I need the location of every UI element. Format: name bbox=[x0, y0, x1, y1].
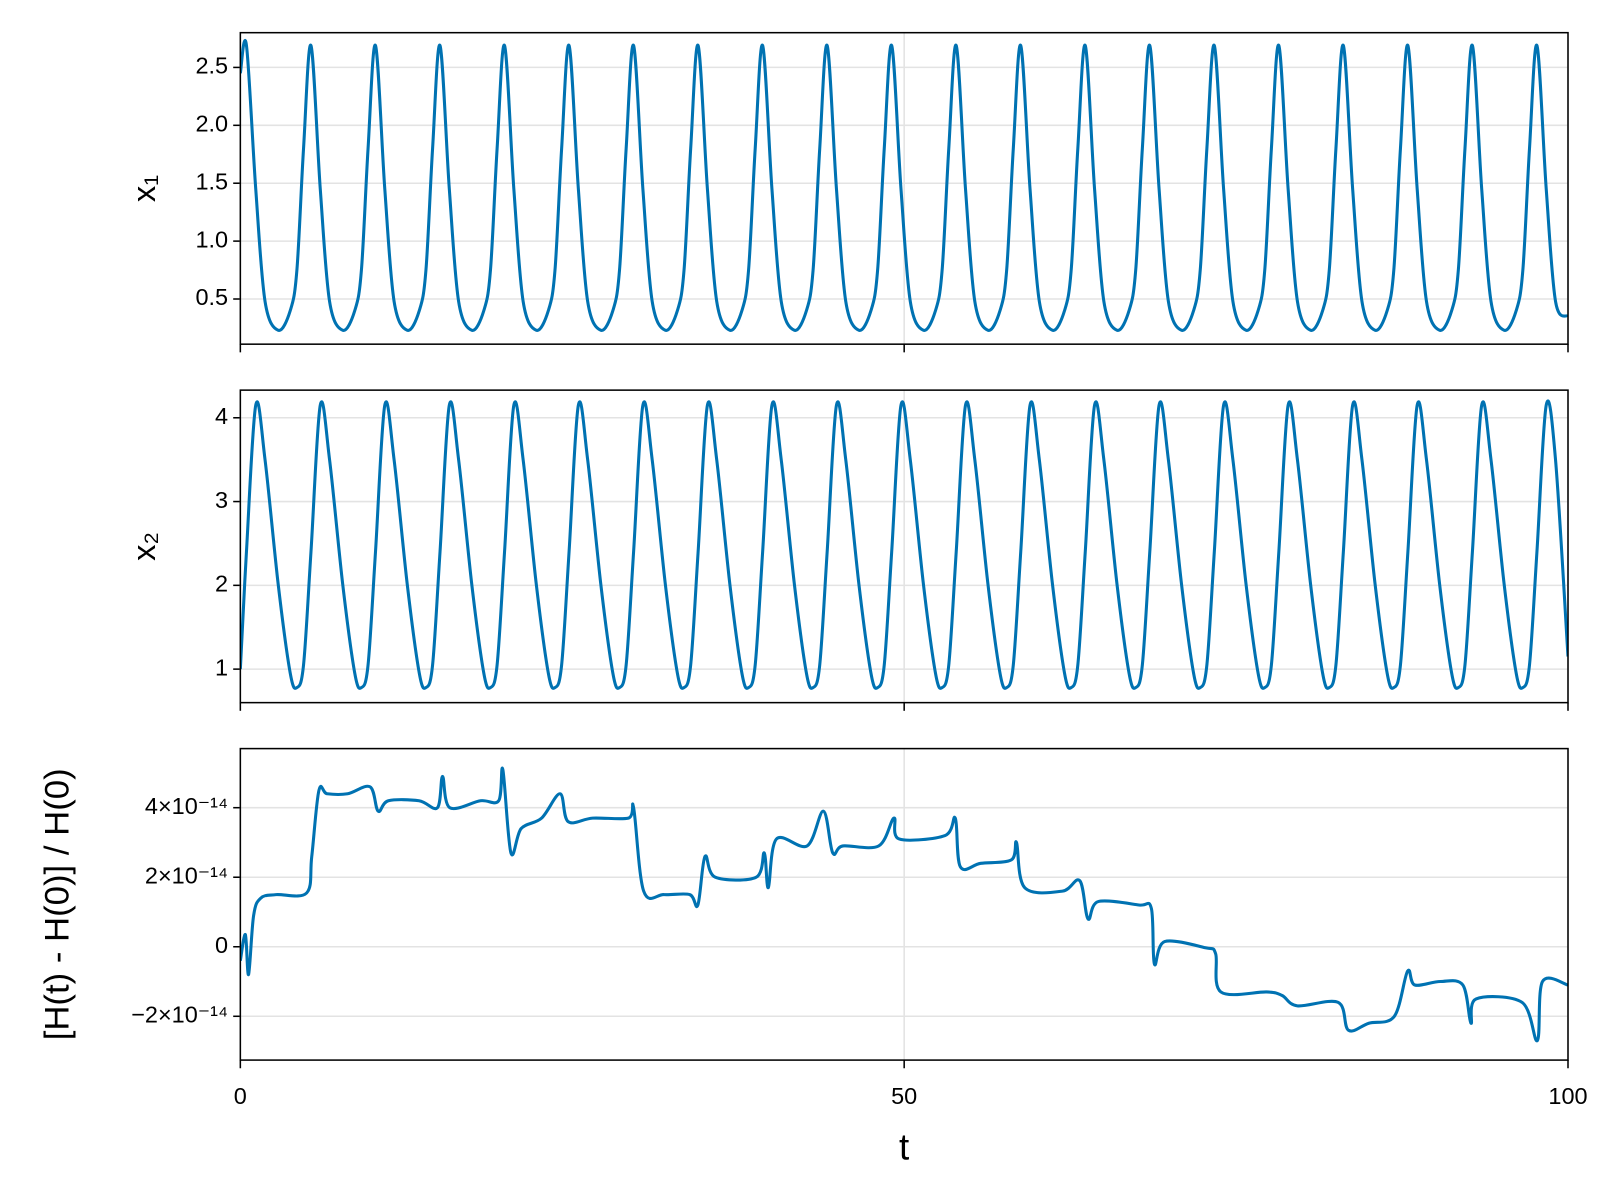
y-tick-label: 0 bbox=[215, 932, 228, 958]
subplot: 0.5 1.0 1.5 2.0 2.5 x₁ bbox=[125, 31, 1569, 353]
data-line bbox=[240, 766, 1568, 1043]
plot-area bbox=[240, 39, 1568, 332]
y-tick-label: −2×10⁻¹⁴ bbox=[131, 1001, 228, 1027]
y-axis-label: x₁ bbox=[125, 175, 162, 202]
y-tick-label: 4×10⁻¹⁴ bbox=[145, 793, 228, 819]
y-tick-label: 1.5 bbox=[195, 168, 228, 194]
y-tick-label: 2.5 bbox=[195, 53, 228, 79]
y-axis-label: [H(t) - H(0)] / H(0) bbox=[39, 768, 77, 1040]
x-tick-label: 100 bbox=[1548, 1083, 1587, 1109]
data-line bbox=[240, 399, 1568, 690]
y-tick-label: 1 bbox=[215, 654, 228, 680]
y-axis-label: x₂ bbox=[125, 532, 162, 561]
subplot: 1 2 3 4 x₂ bbox=[125, 389, 1569, 711]
y-tick-label: 2 bbox=[215, 571, 228, 597]
data-line bbox=[240, 39, 1568, 332]
y-tick-label: 2×10⁻¹⁴ bbox=[145, 862, 228, 888]
y-tick-label: 2.0 bbox=[195, 111, 228, 137]
axes-frame bbox=[239, 747, 1569, 1061]
plot-area bbox=[240, 766, 1568, 1043]
x-tick-label: 0 bbox=[234, 1083, 247, 1109]
y-tick-label: 3 bbox=[215, 487, 228, 513]
subplot: −2×10⁻¹⁴ 0 2×10⁻¹⁴ 4×10⁻¹⁴ 0 50 100 [H(t) - H(0… bbox=[39, 747, 1588, 1168]
axes-frame bbox=[239, 31, 1569, 345]
plot-area bbox=[240, 399, 1568, 690]
x-axis-label: t bbox=[899, 1127, 909, 1168]
y-tick-label: 1.0 bbox=[195, 226, 228, 252]
axes-frame bbox=[239, 389, 1569, 704]
x-tick-label: 50 bbox=[891, 1083, 917, 1109]
y-tick-label: 0.5 bbox=[195, 284, 228, 310]
y-tick-label: 4 bbox=[215, 403, 228, 429]
